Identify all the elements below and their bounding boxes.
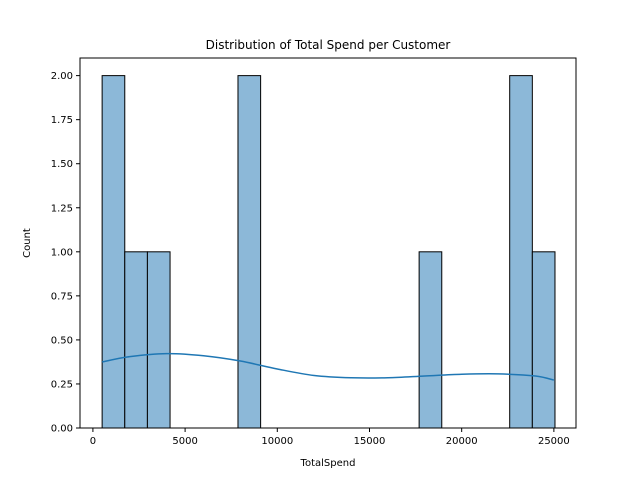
plot-frame: [79, 57, 577, 429]
x-tick-label: 15000: [354, 436, 386, 447]
histogram-bar-1: [124, 251, 148, 429]
y-tick-label: 0.00: [51, 424, 73, 435]
x-axis: 0 5000 10000 15000 20000 25000: [90, 428, 570, 447]
x-tick-label: 5000: [172, 436, 197, 447]
y-tick-label: 1.50: [51, 159, 73, 170]
x-tick-label: 10000: [261, 436, 293, 447]
y-tick-label: 1.75: [51, 115, 73, 126]
x-tick-label: 20000: [446, 436, 478, 447]
kde-curve: [101, 352, 555, 381]
x-axis-label: TotalSpend: [300, 458, 356, 469]
bars-layer: [101, 75, 556, 429]
y-axis: 0.00 0.25 0.50 0.75 1.00 1.25 1.50 1.75 2.00: [51, 71, 80, 435]
y-tick-label: 1.25: [51, 203, 73, 214]
histogram-bar-6: [531, 251, 556, 429]
x-tick-label: 25000: [538, 436, 570, 447]
y-tick-label: 0.25: [51, 379, 73, 390]
histogram-bar-2: [146, 251, 171, 429]
y-tick-label: 1.00: [51, 247, 73, 258]
histogram-bar-3: [237, 75, 262, 429]
kde-layer: [101, 352, 555, 381]
y-tick-label: 0.50: [51, 335, 73, 346]
y-tick-label: 2.00: [51, 71, 73, 82]
y-tick-label: 0.75: [51, 291, 73, 302]
histogram-bar-4: [418, 251, 443, 429]
y-axis-label: Count: [22, 228, 33, 258]
x-tick-label: 0: [90, 436, 96, 447]
histogram-bar-0: [101, 75, 126, 429]
chart-title: Distribution of Total Spend per Customer: [206, 38, 451, 52]
